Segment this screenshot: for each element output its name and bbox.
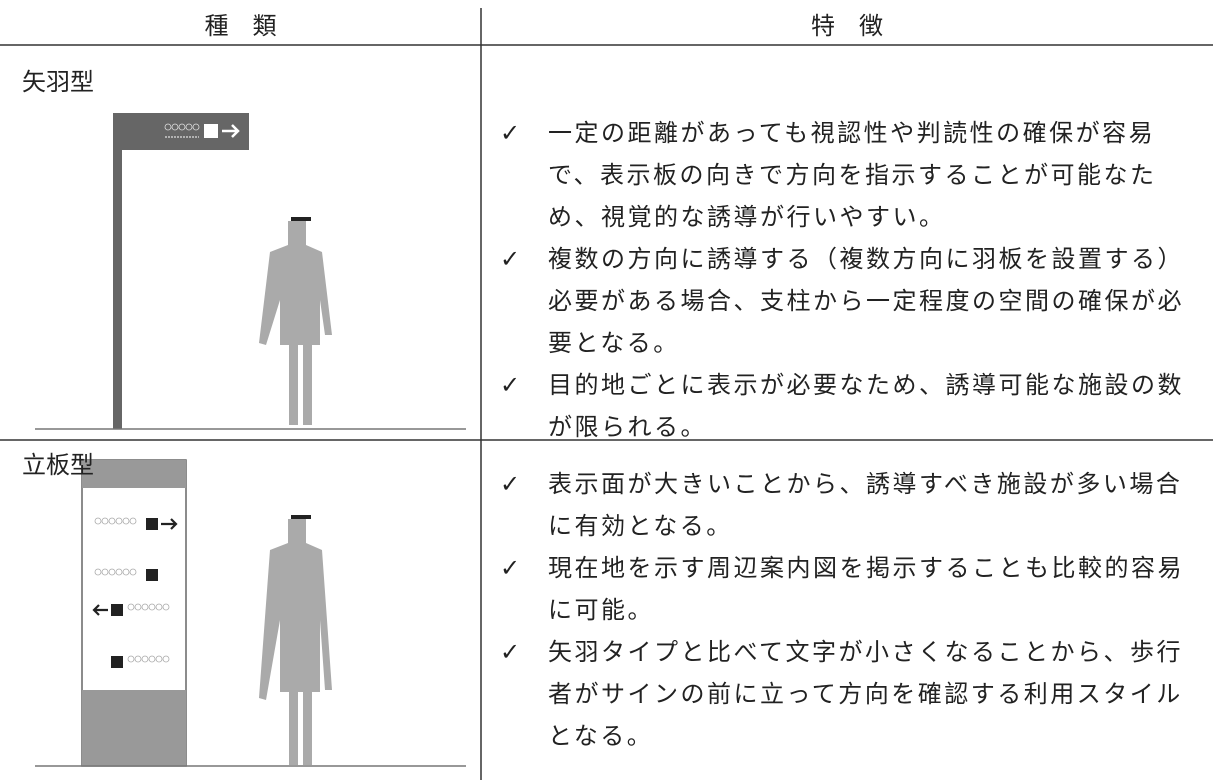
feature-text: 矢羽タイプと比べて文字が小さくなることから、歩行者がサインの前に立って方向を確認… xyxy=(548,638,1184,750)
feature-text: 目的地ごとに表示が必要なため、誘導可能な施設の数が限られる。 xyxy=(548,371,1184,441)
header-cell: 種 類 xyxy=(204,12,277,40)
type-label: 立板型 xyxy=(22,451,94,479)
feature-text: 複数の方向に誘導する（複数方向に羽板を設置する）必要がある場合、支柱から一定程度… xyxy=(548,245,1184,357)
feature-item: ✓ 目的地ごとに表示が必要なため、誘導可能な施設の数が限られる。 xyxy=(500,364,1200,448)
feature-list: ✓ 表示面が大きいことから、誘導すべき施設が多い場合に有効となる。 ✓ 現在地を示す周… xyxy=(500,463,1200,757)
feature-item: ✓ 複数の方向に誘導する（複数方向に羽板を設置する）必要がある場合、支柱から一定程… xyxy=(500,238,1200,364)
type-label: 矢羽型 xyxy=(22,68,94,96)
feature-text: 現在地を示す周辺案内図を掲示することも比較的容易に可能。 xyxy=(548,554,1184,624)
feature-item: ✓ 現在地を示す周辺案内図を掲示することも比較的容易に可能。 xyxy=(500,547,1200,631)
check-mark: ✓ xyxy=(500,470,523,498)
check-mark: ✓ xyxy=(500,554,523,582)
check-mark: ✓ xyxy=(500,245,523,273)
check-mark: ✓ xyxy=(500,119,523,147)
check-mark: ✓ xyxy=(500,371,523,399)
header-cell: 特 徴 xyxy=(811,12,883,40)
feature-list: ✓ 一定の距離があっても視認性や判読性の確保が容易で、表示板の向きで方向を指示する… xyxy=(500,112,1200,448)
feature-item: ✓ 表示面が大きいことから、誘導すべき施設が多い場合に有効となる。 xyxy=(500,463,1200,547)
feature-text: 表示面が大きいことから、誘導すべき施設が多い場合に有効となる。 xyxy=(548,470,1183,540)
feature-item: ✓ 矢羽タイプと比べて文字が小さくなることから、歩行者がサインの前に立って方向を確… xyxy=(500,631,1200,757)
arrow-sign-illustration xyxy=(35,113,466,430)
board-sign-illustration xyxy=(35,459,466,767)
feature-text: 一定の距離があっても視認性や判読性の確保が容易で、表示板の向きで方向を指示するこ… xyxy=(548,119,1157,231)
check-mark: ✓ xyxy=(500,638,523,666)
feature-item: ✓ 一定の距離があっても視認性や判読性の確保が容易で、表示板の向きで方向を指示する… xyxy=(500,112,1200,238)
